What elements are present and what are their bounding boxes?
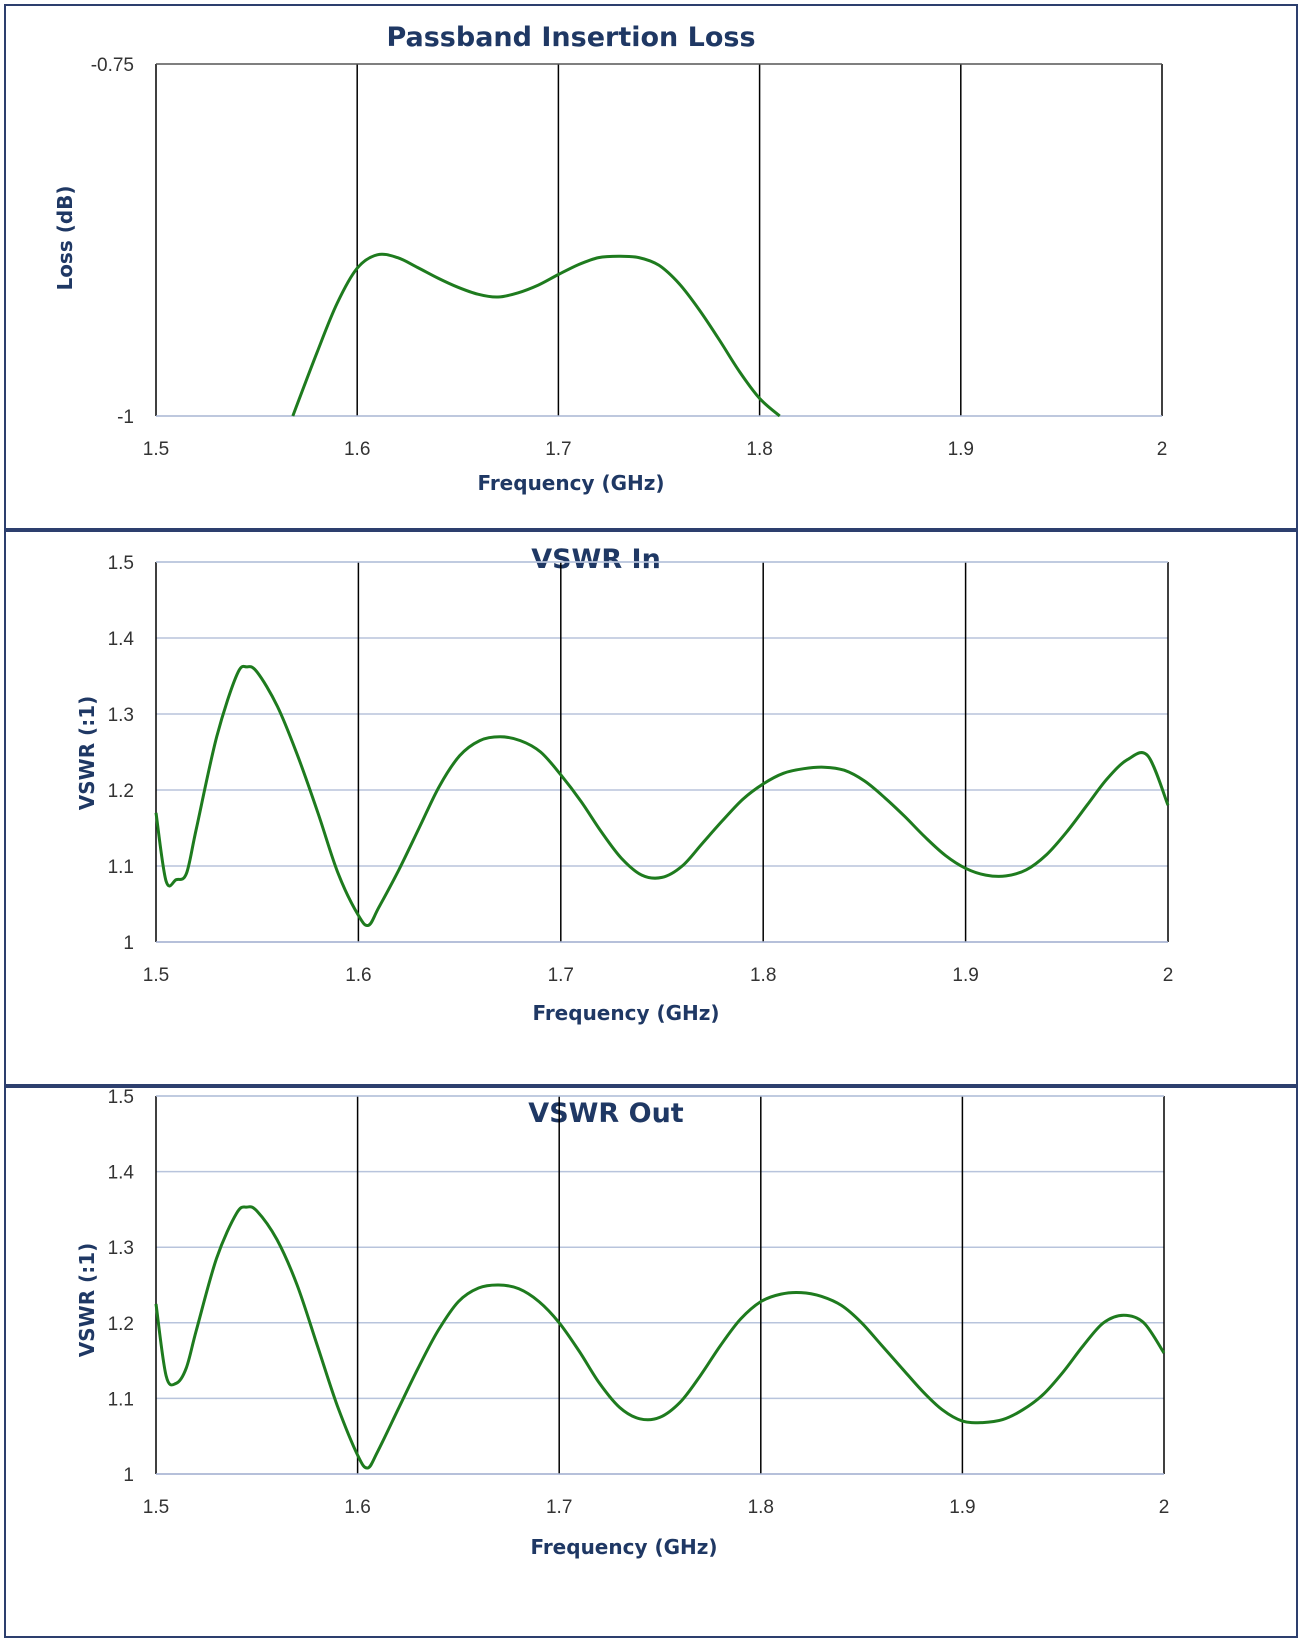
y-tick-label: 1.3 bbox=[108, 1238, 134, 1259]
x-tick-label: 1.8 bbox=[750, 965, 776, 986]
chart-title: VSWR Out bbox=[528, 1098, 683, 1129]
y-tick-label: 1.4 bbox=[108, 1163, 135, 1184]
y-tick-label: 1.2 bbox=[108, 781, 134, 802]
x-tick-label: 2 bbox=[1163, 965, 1174, 986]
y-tick-label: 1.2 bbox=[108, 1314, 134, 1335]
vswr-out-chart: VSWR Out Frequency (GHz) VSWR (:1) 1.5 1.… bbox=[75, 1087, 1170, 1559]
y-tick-label: 1.1 bbox=[108, 1389, 134, 1410]
chart-panel-vswr-out: VSWR Out Frequency (GHz) VSWR (:1) 1.5 1.… bbox=[4, 1086, 1298, 1638]
x-tick-label: 1.5 bbox=[143, 965, 169, 986]
insertion-loss-chart: Passband Insertion Loss Frequency (GHz) … bbox=[53, 22, 1168, 495]
x-tick-label: 1.6 bbox=[345, 965, 371, 986]
y-axis-label: VSWR (:1) bbox=[75, 696, 99, 811]
x-tick-label: 1.7 bbox=[546, 1497, 572, 1518]
x-tick-label: 1.9 bbox=[949, 1497, 975, 1518]
chart-title: VSWR In bbox=[531, 544, 661, 575]
x-tick-label: 1.5 bbox=[143, 439, 169, 460]
x-tick-label: 1.9 bbox=[948, 439, 974, 460]
y-axis-label: VSWR (:1) bbox=[75, 1243, 99, 1358]
y-tick-label: 1.1 bbox=[108, 857, 134, 878]
y-tick-label: 1 bbox=[123, 933, 134, 954]
x-tick-label: 1.8 bbox=[748, 1497, 774, 1518]
x-axis-label: Frequency (GHz) bbox=[530, 1535, 717, 1559]
x-tick-label: 1.6 bbox=[344, 1497, 370, 1518]
y-tick-label: 1.5 bbox=[108, 1087, 134, 1108]
series-line bbox=[291, 252, 781, 418]
x-axis-label: Frequency (GHz) bbox=[477, 471, 664, 495]
x-tick-label: 1.7 bbox=[545, 439, 571, 460]
x-tick-label: 1.8 bbox=[746, 439, 772, 460]
chart-panel-insertion-loss: Passband Insertion Loss Frequency (GHz) … bbox=[4, 4, 1298, 530]
x-tick-label: 1.6 bbox=[344, 439, 370, 460]
x-tick-label: 1.5 bbox=[143, 1497, 169, 1518]
y-tick-label: 1.5 bbox=[108, 553, 134, 574]
y-tick-label: -0.75 bbox=[91, 55, 134, 76]
x-axis-label: Frequency (GHz) bbox=[532, 1001, 719, 1025]
x-tick-label: 2 bbox=[1159, 1497, 1170, 1518]
y-tick-label: 1.4 bbox=[108, 629, 135, 650]
chart-title: Passband Insertion Loss bbox=[386, 22, 755, 53]
series-line bbox=[154, 1205, 1166, 1470]
x-tick-label: 2 bbox=[1157, 439, 1168, 460]
y-axis-label: Loss (dB) bbox=[53, 185, 77, 290]
x-tick-label: 1.9 bbox=[952, 965, 978, 986]
series-line bbox=[154, 664, 1170, 928]
y-tick-label: 1 bbox=[123, 1465, 134, 1486]
x-tick-label: 1.7 bbox=[548, 965, 574, 986]
chart-panel-vswr-in: VSWR In Frequency (GHz) VSWR (:1) 1.5 1.6… bbox=[4, 530, 1298, 1086]
y-tick-label: 1.3 bbox=[108, 705, 134, 726]
y-tick-label: -1 bbox=[117, 407, 134, 428]
vswr-in-chart: VSWR In Frequency (GHz) VSWR (:1) 1.5 1.6… bbox=[75, 544, 1174, 1025]
